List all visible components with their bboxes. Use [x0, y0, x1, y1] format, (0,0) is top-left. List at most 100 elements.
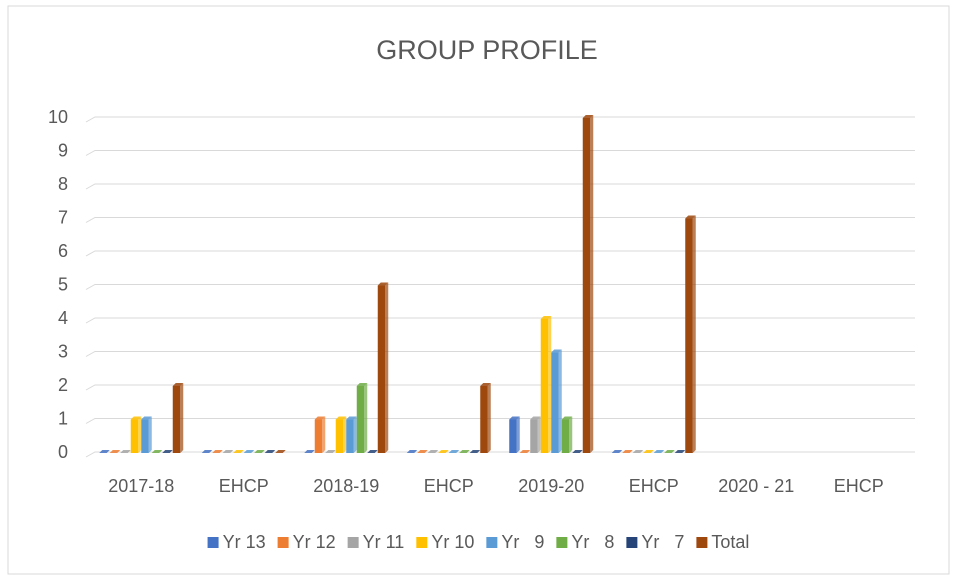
grid-line: [85, 116, 915, 123]
bar: [275, 450, 286, 453]
bar-front: [561, 419, 570, 453]
bar: [304, 450, 315, 453]
bar: [201, 450, 213, 453]
bar-top: [233, 450, 244, 453]
x-tick-label: EHCP: [834, 476, 884, 496]
legend-item: Yr 11: [347, 532, 405, 552]
bar-top: [674, 450, 686, 453]
bar-side: [569, 416, 573, 453]
bar-top: [243, 450, 255, 453]
bar-front: [582, 118, 591, 453]
bar: [222, 450, 234, 453]
y-tick-label: 6: [58, 241, 68, 261]
y-tick-label: 10: [48, 107, 68, 127]
bar-top: [469, 450, 481, 453]
bar: [540, 316, 552, 453]
bar: [130, 416, 142, 453]
bar-top: [530, 416, 541, 420]
bar: [151, 450, 163, 453]
grid-line: [85, 183, 915, 190]
bar-front: [509, 419, 517, 453]
bar-side: [322, 416, 326, 453]
legend-label: Yr 13: [223, 532, 266, 552]
y-tick-label: 7: [58, 207, 68, 227]
bar-side: [516, 416, 520, 453]
x-tick-label: EHCP: [219, 476, 269, 496]
bar-top: [551, 349, 562, 353]
legend-label: Yr 7: [641, 532, 684, 552]
y-tick-label: 1: [58, 408, 68, 428]
legend-label: Yr 10: [431, 532, 474, 552]
y-tick-label: 2: [58, 375, 68, 395]
bar: [356, 383, 368, 453]
bar: [622, 450, 633, 453]
grid-line: [85, 250, 915, 257]
bar: [417, 450, 428, 453]
bar-top: [480, 383, 491, 386]
bar-top: [427, 450, 439, 453]
legend: Yr 13 Yr 12 Yr 11 Yr 10 Yr 9 Yr 8 Yr 7 Total: [207, 532, 749, 552]
chart-title: GROUP PROFILE: [376, 35, 598, 65]
bar-front: [551, 352, 559, 453]
bar: [99, 450, 110, 453]
bar-top: [346, 416, 357, 420]
bar-side: [385, 282, 389, 453]
grid-line: [85, 451, 915, 458]
bar: [664, 450, 675, 453]
bar-front: [377, 285, 386, 453]
bar-top: [120, 450, 131, 453]
bar: [120, 450, 131, 453]
bar: [162, 450, 173, 453]
legend-swatch: [277, 537, 289, 548]
bar-top: [438, 450, 449, 453]
y-tick-label: 3: [58, 341, 68, 361]
grid-line: [85, 418, 915, 424]
bar-top: [632, 450, 644, 453]
legend-swatch: [696, 537, 708, 548]
bar: [480, 383, 491, 453]
bar-side: [548, 316, 552, 453]
y-tick-label: 0: [58, 442, 68, 462]
bar-top: [141, 416, 152, 420]
bar-top: [611, 450, 623, 453]
bar-side: [138, 416, 142, 453]
legend-item: Yr 12: [277, 532, 336, 552]
legend-item: Yr 8: [556, 532, 614, 552]
bar: [109, 450, 121, 453]
bar-top: [99, 450, 110, 453]
bar-side: [353, 416, 357, 453]
bar-top: [335, 416, 347, 420]
bar-top: [622, 450, 633, 453]
legend-label: Total: [711, 532, 749, 552]
bar: [264, 450, 276, 453]
bar-top: [582, 115, 594, 118]
bar-top: [275, 450, 286, 453]
grid-line: [85, 317, 915, 324]
legend-label: Yr 11: [363, 532, 405, 552]
bar-front: [335, 419, 344, 453]
legend-label: Yr 9: [501, 532, 544, 552]
y-tick-label: 4: [58, 308, 68, 328]
x-tick-label: 2018-19: [313, 476, 379, 496]
bar-side: [148, 416, 152, 453]
bar: [674, 450, 686, 453]
bar-top: [561, 416, 573, 420]
bar-top: [417, 450, 428, 453]
bar: [335, 416, 347, 453]
bar-side: [180, 383, 184, 453]
bar: [530, 416, 541, 453]
bar-front: [356, 386, 365, 453]
bar-side: [558, 349, 562, 453]
bar: [367, 450, 378, 453]
bar: [325, 450, 336, 453]
bar: [243, 450, 255, 453]
bar-top: [406, 450, 418, 453]
grid-line: [85, 284, 915, 290]
bar: [643, 450, 654, 453]
x-tick-label: EHCP: [424, 476, 474, 496]
grid-line: [85, 150, 915, 156]
bar: [685, 215, 696, 453]
x-tick-label: EHCP: [629, 476, 679, 496]
bar-top: [448, 450, 460, 453]
